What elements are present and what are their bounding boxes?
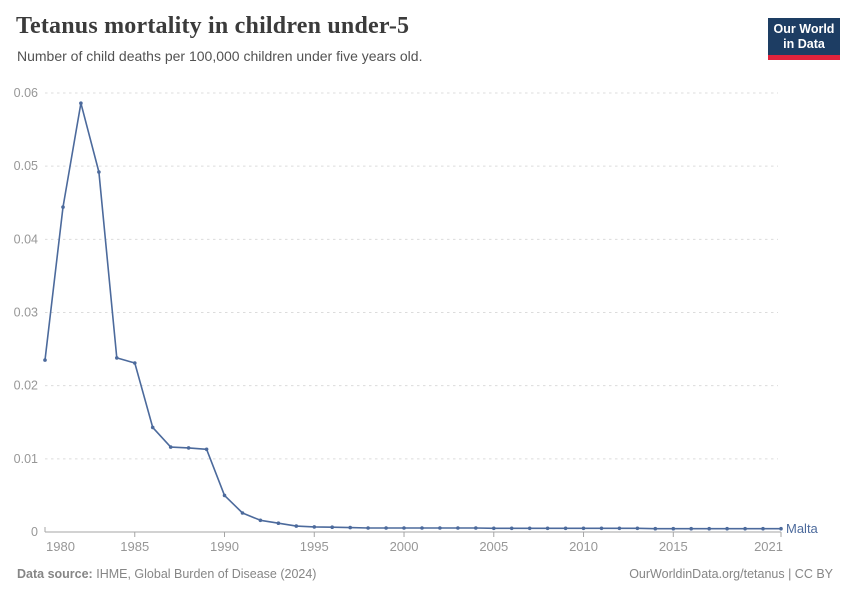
data-point[interactable] [509, 526, 514, 531]
x-axis-ticks [134, 532, 782, 537]
data-point[interactable] [599, 526, 604, 531]
chart-subtitle: Number of child deaths per 100,000 child… [17, 48, 423, 64]
data-source-text: IHME, Global Burden of Disease (2024) [96, 567, 317, 581]
x-tick-label: 1995 [300, 539, 329, 554]
data-point[interactable] [653, 526, 658, 531]
data-point[interactable] [707, 526, 711, 531]
x-tick-label: 2000 [390, 539, 419, 554]
x-tick-label: 1985 [120, 539, 149, 554]
data-point[interactable] [366, 526, 370, 530]
data-point[interactable] [150, 425, 155, 430]
data-point[interactable] [474, 526, 478, 530]
data-point[interactable] [204, 447, 209, 452]
data-point[interactable] [168, 445, 173, 449]
data-point[interactable] [725, 526, 729, 531]
chart-title: Tetanus mortality in children under-5 [16, 13, 410, 39]
owid-logo-line1: Our World [773, 22, 835, 36]
data-point[interactable] [384, 526, 388, 530]
data-point[interactable] [563, 526, 568, 531]
y-gridlines [44, 92, 781, 533]
y-tick-label: 0.03 [14, 306, 38, 320]
data-point[interactable] [258, 518, 263, 523]
y-tick-label: 0 [31, 525, 38, 539]
data-point[interactable] [456, 526, 460, 530]
x-tick-label: 1990 [210, 539, 239, 554]
credit-link[interactable]: OurWorldinData.org/tetanus | CC BY [629, 567, 833, 581]
y-tick-label: 0.02 [14, 379, 38, 393]
data-point[interactable] [581, 526, 586, 531]
data-point-markers[interactable] [43, 101, 783, 531]
owid-logo[interactable]: Our World in Data [768, 18, 840, 60]
x-tick-label: 2010 [569, 539, 598, 554]
x-tick-label: 1980 [46, 539, 75, 554]
data-point[interactable] [402, 526, 406, 530]
data-point[interactable] [115, 356, 119, 360]
data-point[interactable] [312, 525, 317, 529]
data-point[interactable] [79, 101, 83, 105]
data-point[interactable] [348, 525, 353, 530]
data-point[interactable] [43, 358, 47, 362]
y-tick-label: 0.06 [14, 86, 38, 100]
entity-label-malta[interactable]: Malta [786, 521, 819, 536]
data-source-note: Data source: IHME, Global Burden of Dise… [17, 567, 316, 581]
x-tick-label: 2021 [754, 539, 783, 554]
data-point[interactable] [186, 446, 191, 450]
data-point[interactable] [743, 526, 747, 531]
data-point[interactable] [617, 526, 622, 531]
y-tick-label: 0.01 [14, 452, 38, 466]
x-tick-label: 2005 [479, 539, 508, 554]
data-source-label: Data source: [17, 567, 93, 581]
data-point[interactable] [97, 170, 101, 174]
data-point[interactable] [61, 205, 65, 209]
data-point[interactable] [689, 526, 693, 531]
y-tick-label: 0.04 [14, 232, 38, 246]
data-point[interactable] [276, 521, 281, 525]
y-axis-labels: 0 0.01 0.02 0.03 0.04 0.05 0.06 [14, 86, 38, 539]
x-tick-label: 2015 [659, 539, 688, 554]
data-point[interactable] [330, 525, 335, 529]
owid-logo-line2: in Data [783, 36, 825, 51]
data-point[interactable] [240, 511, 245, 515]
data-point[interactable] [492, 526, 496, 531]
data-point[interactable] [133, 361, 137, 365]
data-point[interactable] [222, 493, 227, 498]
data-point[interactable] [779, 526, 783, 531]
y-tick-label: 0.05 [14, 159, 38, 173]
data-point[interactable] [635, 526, 640, 531]
data-point[interactable] [420, 526, 424, 530]
malta-series-line[interactable] [44, 102, 782, 530]
data-point[interactable] [294, 524, 299, 528]
data-point[interactable] [761, 526, 765, 531]
data-point[interactable] [545, 526, 550, 531]
chart-footer: Data source: IHME, Global Burden of Dise… [17, 567, 833, 581]
x-axis-labels: 1980 1985 1990 1995 2000 2005 2010 2015 2021 [46, 539, 783, 554]
data-point[interactable] [527, 526, 532, 531]
data-point[interactable] [438, 526, 442, 530]
data-point[interactable] [671, 526, 676, 531]
